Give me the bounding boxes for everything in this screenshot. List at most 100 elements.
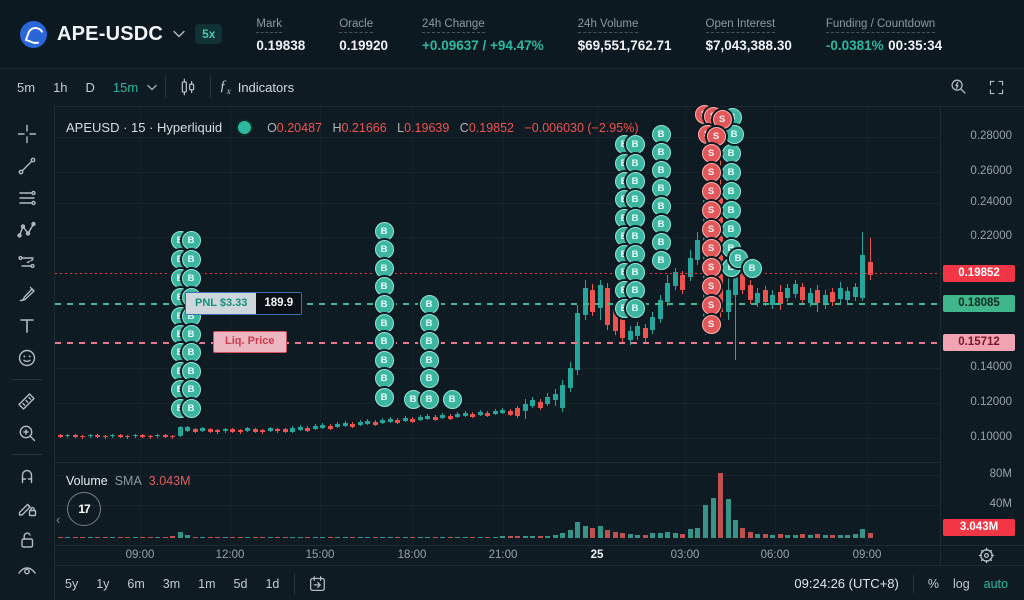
candle — [103, 436, 108, 437]
candle — [328, 426, 333, 429]
sell-marker: S — [701, 162, 721, 182]
candle — [125, 436, 130, 437]
crosshair-tool[interactable] — [10, 118, 44, 150]
sell-marker: S — [712, 109, 732, 129]
range-button-6m[interactable]: 6m — [127, 576, 145, 591]
leverage-badge[interactable]: 5x — [195, 24, 223, 44]
volume-badge: 3.043M — [943, 519, 1015, 536]
candle — [88, 435, 93, 436]
volume-bar — [148, 537, 153, 538]
candle-wick — [157, 434, 158, 438]
fullscreen-icon[interactable] — [982, 74, 1010, 100]
buy-marker: B — [374, 239, 394, 259]
buy-marker: B — [181, 249, 201, 269]
text-tool[interactable] — [10, 310, 44, 342]
candle — [358, 422, 363, 425]
xabcd-pattern-tool[interactable] — [10, 214, 44, 246]
volume-bar — [575, 522, 580, 538]
candle — [403, 418, 408, 421]
lock-tool[interactable] — [10, 524, 44, 556]
chart-type-candles-icon[interactable] — [174, 74, 202, 100]
price-axis-label: 0.10000 — [970, 431, 1012, 443]
volume-bar — [433, 537, 438, 538]
candle — [583, 288, 588, 315]
interval-button-d[interactable]: D — [85, 79, 95, 95]
time-axis-label: 18:00 — [397, 549, 427, 561]
candle — [545, 397, 550, 404]
volume-bar — [230, 537, 235, 538]
pnl-label[interactable]: PNL $3.33 189.9 — [185, 292, 303, 315]
log-scale-button[interactable]: log — [952, 576, 970, 591]
candle — [170, 436, 175, 437]
range-button-5d[interactable]: 5d — [233, 576, 248, 591]
buy-marker: B — [419, 389, 439, 409]
fib-retracement-tool[interactable] — [10, 182, 44, 214]
emoji-tool[interactable] — [10, 342, 44, 374]
candle-wick — [172, 435, 173, 439]
candle — [763, 290, 768, 302]
quick-search-icon[interactable] — [944, 74, 972, 100]
volume-bar — [470, 537, 475, 538]
volume-bar — [695, 528, 700, 538]
volume-bar — [598, 526, 603, 538]
trend-line-tool[interactable] — [10, 150, 44, 182]
legend-symbol[interactable]: APEUSD · 15 · Hyperliquid — [66, 120, 223, 135]
volume-bar — [193, 537, 198, 538]
candle — [575, 313, 580, 370]
time-axis-settings-gear-icon[interactable] — [978, 547, 995, 569]
eye-tool[interactable] — [10, 556, 44, 588]
liquidation-price-label[interactable]: Liq. Price — [213, 331, 287, 353]
auto-scale-button[interactable]: auto — [983, 576, 1008, 591]
entry-size-box: 189.9 — [256, 293, 302, 314]
candle — [733, 262, 738, 295]
interval-button-1h[interactable]: 1h — [53, 79, 68, 95]
candle — [58, 435, 63, 437]
volume-bar — [560, 533, 565, 538]
buy-marker: B — [721, 219, 741, 239]
range-button-5y[interactable]: 5y — [65, 576, 79, 591]
pane-divider[interactable] — [55, 462, 940, 463]
tradingview-logo[interactable]: 17 — [67, 492, 101, 526]
long-position-tool[interactable] — [10, 246, 44, 278]
buy-marker: B — [625, 189, 645, 209]
volume-bar — [350, 537, 355, 538]
ruler-tool[interactable] — [10, 385, 44, 417]
range-button-1m[interactable]: 1m — [198, 576, 216, 591]
candle — [283, 429, 288, 432]
go-to-date-icon[interactable] — [303, 571, 331, 597]
volume-bar — [88, 537, 93, 538]
volume-bar — [365, 537, 370, 538]
clock-timezone[interactable]: 09:24:26 (UTC+8) — [794, 576, 899, 591]
sell-marker: S — [701, 276, 721, 296]
interval-button-15m-active[interactable]: 15m — [112, 79, 139, 95]
draw-lock-tool[interactable] — [10, 492, 44, 524]
price-axis-label: 0.14000 — [970, 361, 1012, 373]
last-price-line — [55, 273, 940, 274]
zoom-in-tool[interactable] — [10, 417, 44, 449]
candle — [695, 240, 700, 260]
brush-tool[interactable] — [10, 278, 44, 310]
time-axis-label: 15:00 — [305, 549, 335, 561]
pair-selector[interactable]: APE-USDC 5x — [0, 20, 240, 48]
volume-bar — [298, 537, 303, 538]
magnet-tool[interactable] — [10, 460, 44, 492]
buy-marker: B — [625, 244, 645, 264]
data-status-dot-icon[interactable] — [236, 119, 254, 136]
volume-bar — [485, 537, 490, 538]
indicators-button[interactable]: ƒx Indicators — [219, 78, 294, 96]
collapse-toolbar-arrow-icon[interactable]: ‹ — [56, 512, 61, 527]
toolbar-divider — [165, 76, 167, 98]
range-button-3m[interactable]: 3m — [162, 576, 181, 591]
time-axis-label: 03:00 — [670, 549, 700, 561]
buy-marker: B — [651, 178, 671, 198]
stat-label: 24h Change — [422, 18, 485, 33]
range-button-1d[interactable]: 1d — [265, 576, 280, 591]
buy-marker: B — [374, 368, 394, 388]
range-button-1y[interactable]: 1y — [96, 576, 110, 591]
percent-scale-button[interactable]: % — [927, 576, 939, 591]
open-label: O — [267, 120, 277, 135]
volume-bar — [208, 537, 213, 538]
interval-chevron-down-icon[interactable] — [147, 84, 157, 91]
volume-axis-label: 40M — [989, 498, 1012, 510]
interval-button-5m[interactable]: 5m — [17, 79, 36, 95]
